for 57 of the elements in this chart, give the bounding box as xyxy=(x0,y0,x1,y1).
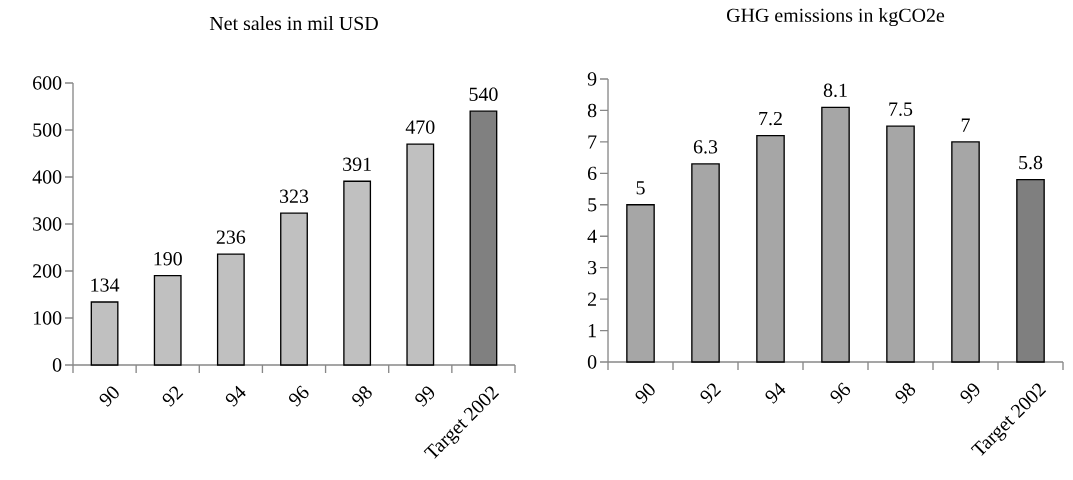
x-tick-label: 92 xyxy=(700,383,722,404)
y-tick-label: 400 xyxy=(32,170,62,184)
x-tick-label: 96 xyxy=(288,385,309,407)
x-tick-label: 98 xyxy=(352,386,372,407)
x-tick-label: 99 xyxy=(415,386,435,407)
data-label: 323 xyxy=(280,189,309,203)
data-label: 8.1 xyxy=(823,83,847,98)
bar xyxy=(216,253,245,366)
data-label: 470 xyxy=(405,120,435,134)
bar xyxy=(90,301,119,366)
x-tick-label: 99 xyxy=(960,383,980,404)
data-label: 391 xyxy=(343,157,371,171)
data-label: 6.3 xyxy=(693,140,718,154)
y-tick-label: 200 xyxy=(33,264,62,278)
data-label: 190 xyxy=(154,252,182,266)
bar xyxy=(951,141,980,363)
y-tick-label: 2 xyxy=(588,292,596,306)
x-tick-label: 90 xyxy=(99,386,119,407)
x-tick-label: 92 xyxy=(162,386,184,407)
x-tick-label: 94 xyxy=(765,382,786,404)
y-tick-label: 100 xyxy=(33,311,62,325)
data-label: 5.8 xyxy=(1019,155,1043,170)
chart-title: Net sales in mil USD xyxy=(209,16,378,31)
bar xyxy=(406,143,435,366)
y-tick-label: 6 xyxy=(587,166,597,181)
y-tick-label: 0 xyxy=(587,355,597,369)
bar xyxy=(343,180,372,366)
bar xyxy=(886,125,915,363)
data-label: 134 xyxy=(91,278,120,292)
data-label: 7.5 xyxy=(889,102,913,116)
y-tick-label: 7 xyxy=(588,135,597,149)
y-tick-label: 1 xyxy=(588,323,596,338)
data-label: 7.2 xyxy=(759,111,782,126)
y-tick-label: 600 xyxy=(33,76,62,90)
x-tick-label: 96 xyxy=(830,382,851,404)
bar xyxy=(153,275,182,366)
y-tick-label: 5 xyxy=(588,198,597,212)
x-tick-label: 90 xyxy=(635,383,655,404)
chart-title: GHG emissions in kgCO2e xyxy=(727,8,945,27)
y-tick-label: 500 xyxy=(33,123,62,137)
y-tick-label: 300 xyxy=(33,217,62,231)
bar xyxy=(821,106,850,363)
data-label: 5 xyxy=(636,181,645,195)
bar xyxy=(691,163,720,363)
data-label: 540 xyxy=(469,87,498,101)
y-tick-label: 3 xyxy=(588,260,597,275)
y-tick-label: 0 xyxy=(52,358,62,372)
y-tick-label: 8 xyxy=(587,103,597,118)
bar xyxy=(280,212,308,366)
bar xyxy=(626,204,655,363)
data-label: 236 xyxy=(216,230,246,244)
x-tick-label: 98 xyxy=(895,383,916,404)
y-tick-label: 4 xyxy=(587,229,597,243)
y-tick-label: 9 xyxy=(587,72,597,86)
x-tick-label: 94 xyxy=(225,385,246,407)
data-label: 7 xyxy=(961,118,970,132)
bar xyxy=(756,134,785,363)
